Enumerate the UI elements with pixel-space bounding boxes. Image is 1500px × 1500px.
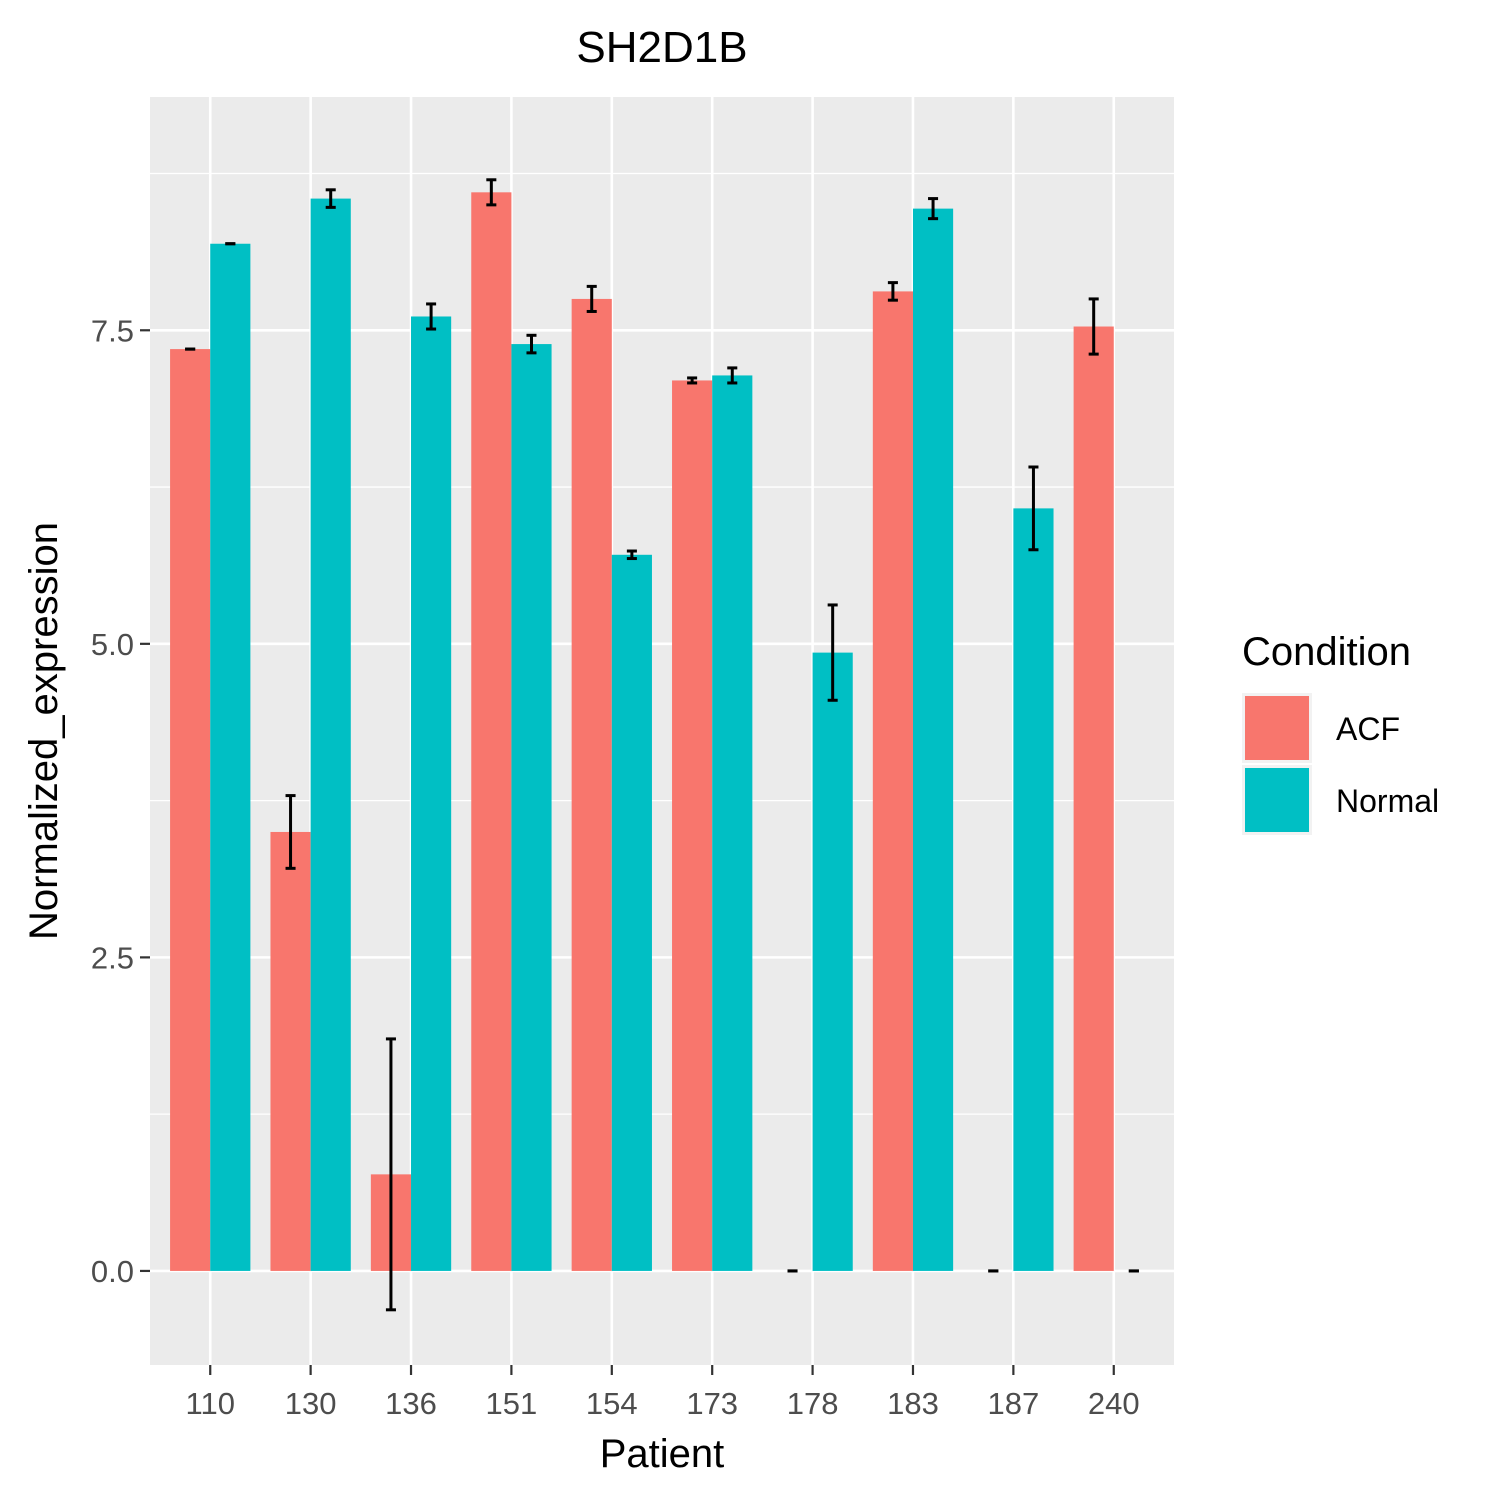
y-axis-title: Normalized_expression <box>22 522 66 940</box>
error-bar-acf-240 <box>1088 297 1099 356</box>
error-bar-normal-187 <box>1028 465 1039 552</box>
x-tick-label: 136 <box>385 1386 437 1421</box>
bar-acf-130 <box>270 831 311 1271</box>
bar-acf-240 <box>1073 326 1114 1271</box>
chart-title: SH2D1B <box>576 23 747 72</box>
error-bar-acf-136 <box>385 1037 396 1312</box>
x-axis-title: Patient <box>600 1432 725 1476</box>
error-bar-normal-154 <box>626 549 637 561</box>
x-tick-label: 130 <box>285 1386 337 1421</box>
error-bar-normal-130 <box>325 188 336 209</box>
x-axis: 110 130 136 151 154 173 178 183 187 240 <box>186 1365 1140 1421</box>
y-axis: 0.0 2.5 5.0 7.5 <box>91 313 150 1289</box>
legend-label: ACF <box>1336 711 1400 747</box>
error-bar-acf-173 <box>687 376 698 385</box>
bars <box>170 192 1114 1271</box>
legend-label: Normal <box>1336 783 1439 819</box>
legend-item-acf: ACF <box>1242 693 1400 763</box>
bar-normal-151 <box>511 344 552 1271</box>
bar-acf-151 <box>471 192 512 1271</box>
x-tick-label: 183 <box>887 1386 939 1421</box>
x-tick-label: 110 <box>186 1386 235 1421</box>
legend-items: ACF Normal <box>1242 693 1439 835</box>
x-tick-label: 187 <box>988 1386 1040 1421</box>
legend: Condition ACF Normal <box>1242 630 1439 835</box>
bar-normal-130 <box>310 198 351 1271</box>
error-bar-acf-154 <box>586 284 597 313</box>
legend-swatch <box>1245 696 1309 760</box>
error-bar-normal-183 <box>928 197 939 221</box>
error-bar-acf-130 <box>285 794 296 870</box>
x-tick-label: 154 <box>586 1386 638 1421</box>
bar-normal-110 <box>210 243 251 1271</box>
y-tick-label: 0.0 <box>91 1254 134 1289</box>
error-bar-acf-183 <box>887 281 898 302</box>
error-bar-normal-151 <box>526 333 537 355</box>
error-bars <box>185 178 1139 1312</box>
error-bar-normal-178 <box>827 603 838 702</box>
legend-item-normal: Normal <box>1242 765 1439 835</box>
bar-normal-178 <box>812 652 853 1271</box>
y-tick-label: 7.5 <box>91 313 134 348</box>
x-tick-label: 151 <box>486 1386 538 1421</box>
y-tick-label: 2.5 <box>91 940 134 975</box>
bar-acf-173 <box>672 380 713 1271</box>
bar-normal-183 <box>912 208 954 1271</box>
legend-title: Condition <box>1242 630 1411 674</box>
bar-acf-110 <box>170 349 211 1271</box>
error-bar-normal-136 <box>426 302 437 331</box>
error-bar-normal-173 <box>727 366 738 385</box>
bar-acf-154 <box>571 298 612 1271</box>
bar-acf-183 <box>872 291 913 1271</box>
bar-normal-187 <box>1013 508 1054 1271</box>
bar-normal-154 <box>611 554 652 1271</box>
error-bar-acf-151 <box>486 178 497 207</box>
bar-normal-173 <box>712 375 753 1271</box>
x-tick-label: 178 <box>787 1386 839 1421</box>
bar-normal-136 <box>411 316 452 1271</box>
x-tick-label: 240 <box>1088 1386 1140 1421</box>
y-tick-label: 5.0 <box>91 627 134 662</box>
x-tick-label: 173 <box>686 1386 738 1421</box>
legend-swatch <box>1245 768 1309 832</box>
